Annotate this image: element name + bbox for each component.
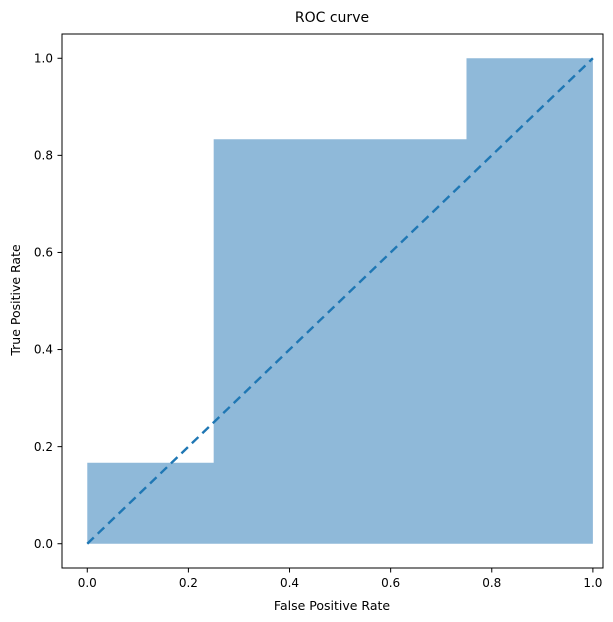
x-tick-label: 1.0 <box>583 576 602 590</box>
ticks-layer: 0.0 0.2 0.4 0.6 0.8 1.0 0.0 0.2 0.4 0.6 0.8 1.0 <box>34 51 603 590</box>
plot-frame <box>61 33 604 569</box>
y-tick-label: 0.8 <box>34 149 53 163</box>
y-tick-label: 0.6 <box>34 246 53 260</box>
axes-layer <box>61 33 604 569</box>
y-axis-label: True Positive Rate <box>8 244 23 357</box>
x-tick-label: 0.4 <box>280 576 299 590</box>
y-tick-label: 0.2 <box>34 440 53 454</box>
x-tick-label: 0.0 <box>78 576 97 590</box>
x-axis-label: False Positive Rate <box>274 598 390 613</box>
chance-diagonal-line <box>86 57 594 545</box>
chart-title: ROC curve <box>295 10 369 26</box>
y-tick-label: 0.0 <box>34 537 53 551</box>
x-tick-label: 0.2 <box>179 576 198 590</box>
plot-layer <box>86 57 594 545</box>
x-tick-label: 0.6 <box>381 576 400 590</box>
y-tick-label: 1.0 <box>34 51 53 65</box>
x-tick-label: 0.8 <box>482 576 501 590</box>
y-tick-label: 0.4 <box>34 343 53 357</box>
